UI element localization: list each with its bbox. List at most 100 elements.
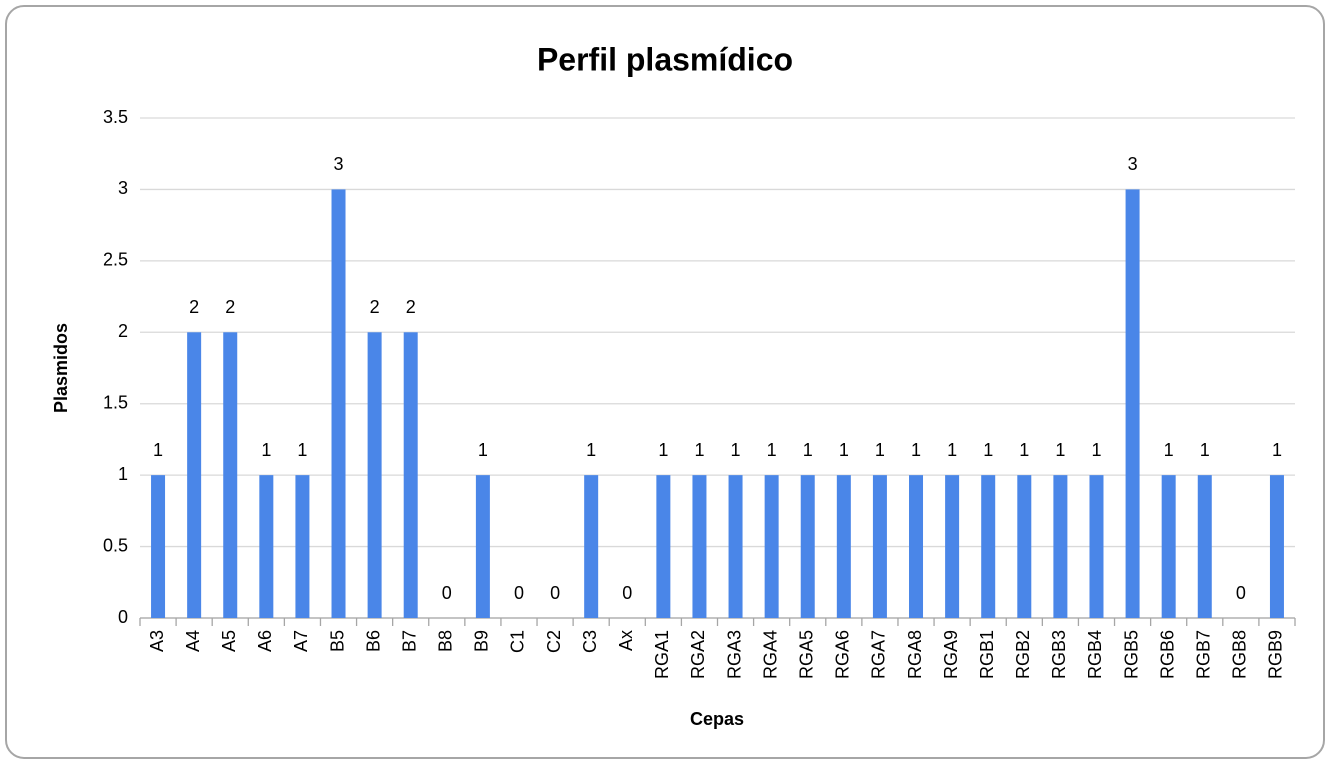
- x-tick-label: A3: [147, 630, 167, 652]
- data-label: 1: [1200, 440, 1210, 460]
- x-tick-label: RGB9: [1266, 630, 1286, 679]
- x-tick-label: RGB6: [1157, 630, 1177, 679]
- bar: [331, 189, 346, 618]
- y-tick-label: 2: [118, 321, 128, 341]
- x-tick-label: RGB8: [1230, 630, 1250, 679]
- data-label: 1: [261, 440, 271, 460]
- x-tick-label: A5: [219, 630, 239, 652]
- x-tick-label: C3: [580, 630, 600, 653]
- bar: [1053, 475, 1068, 618]
- bar: [1089, 475, 1104, 618]
- x-tick-label: RGB2: [1013, 630, 1033, 679]
- bar: [909, 475, 924, 618]
- x-tick-label: A7: [291, 630, 311, 652]
- x-tick-label: RGB5: [1121, 630, 1141, 679]
- bar: [295, 475, 310, 618]
- data-label: 1: [478, 440, 488, 460]
- bar: [836, 475, 851, 618]
- bar: [187, 332, 202, 618]
- bar: [403, 332, 418, 618]
- x-tick-label: RGA1: [652, 630, 672, 679]
- bar: [692, 475, 707, 618]
- data-label: 1: [983, 440, 993, 460]
- x-tick-label: B8: [436, 630, 456, 652]
- y-tick-label: 0.5: [103, 535, 128, 555]
- y-tick-label: 3.5: [103, 107, 128, 127]
- data-label: 1: [1091, 440, 1101, 460]
- x-tick-label: B7: [399, 630, 419, 652]
- x-tick-label: RGB3: [1049, 630, 1069, 679]
- bar: [872, 475, 887, 618]
- x-tick-label: RGA5: [796, 630, 816, 679]
- x-tick-label: RGB1: [977, 630, 997, 679]
- bar: [259, 475, 274, 618]
- bar: [367, 332, 382, 618]
- data-label: 1: [731, 440, 741, 460]
- data-label: 0: [622, 583, 632, 603]
- data-label: 0: [1236, 583, 1246, 603]
- data-label: 1: [911, 440, 921, 460]
- y-tick-label: 2.5: [103, 250, 128, 270]
- bar: [656, 475, 671, 618]
- bar: [475, 475, 490, 618]
- data-label: 3: [1128, 154, 1138, 174]
- x-tick-label: RGA4: [760, 630, 780, 679]
- bar: [1125, 189, 1140, 618]
- bar: [981, 475, 996, 618]
- bar: [1197, 475, 1212, 618]
- chart-title: Perfil plasmídico: [537, 41, 793, 77]
- bar: [151, 475, 166, 618]
- x-tick-label: RGA9: [941, 630, 961, 679]
- bar: [728, 475, 743, 618]
- y-tick-label: 0: [118, 607, 128, 627]
- data-label: 1: [875, 440, 885, 460]
- bar: [764, 475, 779, 618]
- x-tick-label: RGA3: [724, 630, 744, 679]
- x-tick-label: RGA6: [833, 630, 853, 679]
- x-tick-label: A4: [183, 630, 203, 652]
- data-label: 1: [586, 440, 596, 460]
- data-label: 0: [442, 583, 452, 603]
- data-label: 1: [1164, 440, 1174, 460]
- data-label: 2: [406, 297, 416, 317]
- x-tick-label: Ax: [616, 630, 636, 651]
- bar: [1161, 475, 1176, 618]
- x-tick-label: B9: [472, 630, 492, 652]
- y-axis-label: Plasmidos: [51, 323, 71, 413]
- data-label: 1: [839, 440, 849, 460]
- data-label: 2: [370, 297, 380, 317]
- x-tick-label: RGA8: [905, 630, 925, 679]
- data-label: 1: [297, 440, 307, 460]
- x-tick-label: C2: [544, 630, 564, 653]
- bar: [945, 475, 960, 618]
- x-tick-label: B6: [363, 630, 383, 652]
- x-tick-label: B5: [327, 630, 347, 652]
- data-label: 0: [550, 583, 560, 603]
- data-label: 3: [334, 154, 344, 174]
- y-tick-label: 1.5: [103, 392, 128, 412]
- bar: [1017, 475, 1032, 618]
- bar: [1269, 475, 1284, 618]
- bar: [800, 475, 815, 618]
- data-label: 2: [225, 297, 235, 317]
- data-label: 1: [1272, 440, 1282, 460]
- data-label: 1: [1055, 440, 1065, 460]
- data-label: 1: [803, 440, 813, 460]
- data-label: 1: [767, 440, 777, 460]
- x-tick-label: RGB4: [1085, 630, 1105, 679]
- y-tick-label: 1: [118, 464, 128, 484]
- data-label: 1: [658, 440, 668, 460]
- data-label: 0: [514, 583, 524, 603]
- x-axis-label: Cepas: [690, 709, 744, 729]
- data-label: 1: [153, 440, 163, 460]
- data-label: 1: [1019, 440, 1029, 460]
- data-label: 2: [189, 297, 199, 317]
- x-tick-label: C1: [508, 630, 528, 653]
- x-tick-label: RGA7: [869, 630, 889, 679]
- bar: [223, 332, 238, 618]
- data-label: 1: [947, 440, 957, 460]
- data-label: 1: [694, 440, 704, 460]
- bar: [584, 475, 599, 618]
- x-tick-label: RGA2: [688, 630, 708, 679]
